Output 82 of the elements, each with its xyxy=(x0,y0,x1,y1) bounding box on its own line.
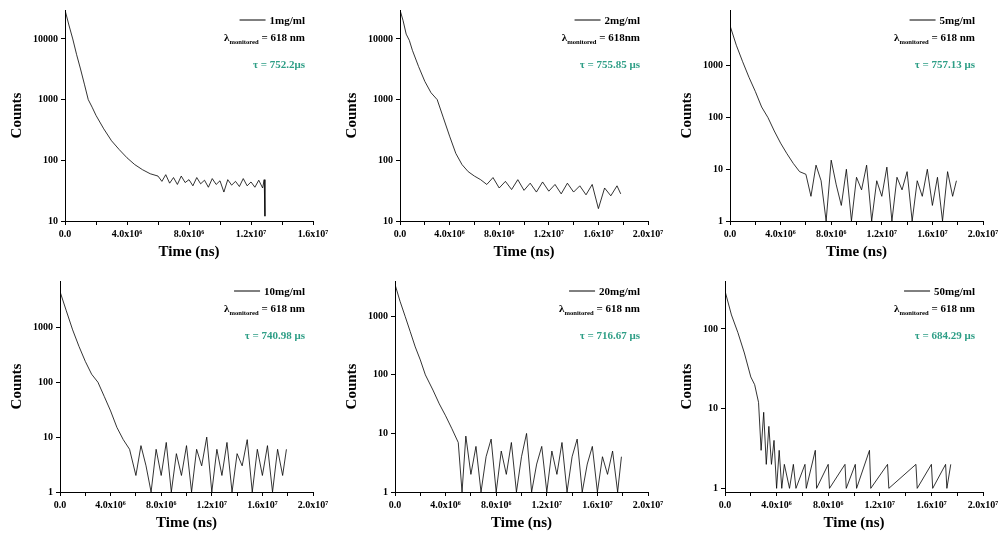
y-axis-title: Counts xyxy=(7,92,24,139)
y-tick-label: 10 xyxy=(708,402,718,414)
legend-label: 10mg/ml xyxy=(264,285,306,297)
y-tick-label: 100 xyxy=(378,153,393,165)
y-tick-label: 1000 xyxy=(38,93,58,105)
y-tick-label: 10000 xyxy=(368,32,393,44)
x-tick-label: 1.2x10⁷ xyxy=(866,227,898,239)
x-tick-label: 0.0 xyxy=(393,227,407,239)
x-tick-label: 0.0 xyxy=(723,227,737,239)
x-tick-label: 8.0x10⁶ xyxy=(483,227,515,239)
x-tick-label: 1.2x10⁷ xyxy=(531,498,563,510)
y-axis-title: Counts xyxy=(677,92,694,139)
x-tick-label: 1.2x10⁷ xyxy=(196,498,228,510)
x-tick-label: 8.0x10⁶ xyxy=(812,498,844,510)
x-axis-title: Time (ns) xyxy=(158,242,220,260)
x-tick-label: 2.0x10⁷ xyxy=(297,498,329,510)
x-tick-label: 4.0x10⁶ xyxy=(761,498,792,510)
y-tick-label: 100 xyxy=(38,375,53,387)
y-tick-label: 1000 xyxy=(33,320,53,332)
x-tick-label: 2.0x10⁷ xyxy=(967,498,999,510)
x-tick-label: 1.6x10⁷ xyxy=(247,498,278,510)
x-tick-label: 1.6x10⁷ xyxy=(583,227,614,239)
x-tick-label: 2.0x10⁷ xyxy=(632,498,664,510)
y-tick-label: 1000 xyxy=(368,309,388,321)
x-tick-label: 1.6x10⁷ xyxy=(297,227,329,239)
x-tick-label: 0.0 xyxy=(58,227,72,239)
x-tick-label: 1.6x10⁷ xyxy=(917,227,948,239)
y-tick-label: 10 xyxy=(48,214,58,226)
y-axis-title: Counts xyxy=(342,363,359,410)
y-tick-label: 1000 xyxy=(703,59,723,71)
x-tick-label: 4.0x10⁶ xyxy=(111,227,143,239)
x-tick-label: 1.2x10⁷ xyxy=(533,227,565,239)
annotation: τ = 752.2μs xyxy=(252,58,306,70)
annotation: τ = 755.85 μs xyxy=(579,58,641,70)
y-tick-label: 1000 xyxy=(373,93,393,105)
annotation: τ = 716.67 μs xyxy=(579,329,641,341)
x-tick-label: 1.6x10⁷ xyxy=(582,498,613,510)
y-tick-label: 10000 xyxy=(33,32,58,44)
x-axis-title: Time (ns) xyxy=(826,242,887,260)
legend-label: 1mg/ml xyxy=(269,14,306,26)
legend-label: 20mg/ml xyxy=(599,285,641,297)
x-tick-label: 8.0x10⁶ xyxy=(173,227,205,239)
x-tick-label: 4.0x10⁶ xyxy=(95,498,126,510)
x-tick-label: 1.2x10⁷ xyxy=(864,498,896,510)
y-tick-label: 1 xyxy=(48,485,53,497)
x-axis-title: Time (ns) xyxy=(156,513,217,531)
y-tick-label: 1 xyxy=(718,214,723,226)
x-tick-label: 1.6x10⁷ xyxy=(916,498,947,510)
y-tick-label: 10 xyxy=(378,427,388,438)
x-tick-label: 0.0 xyxy=(718,498,732,510)
annotation: τ = 740.98 μs xyxy=(244,329,306,341)
legend-label: 50mg/ml xyxy=(934,285,976,297)
x-tick-label: 8.0x10⁶ xyxy=(815,227,847,239)
y-tick-label: 1 xyxy=(383,485,388,497)
y-axis-title: Counts xyxy=(342,92,359,139)
x-axis-title: Time (ns) xyxy=(823,513,885,531)
x-tick-label: 2.0x10⁷ xyxy=(967,227,999,239)
y-tick-label: 100 xyxy=(43,153,58,165)
x-tick-label: 8.0x10⁶ xyxy=(145,498,177,510)
y-axis-title: Counts xyxy=(7,363,24,410)
x-tick-label: 8.0x10⁶ xyxy=(480,498,512,510)
x-tick-label: 4.0x10⁶ xyxy=(430,498,461,510)
y-tick-label: 1 xyxy=(713,481,718,493)
x-axis-title: Time (ns) xyxy=(493,242,555,260)
x-tick-label: 1.2x10⁷ xyxy=(235,227,267,239)
y-tick-label: 100 xyxy=(703,322,718,334)
y-axis-title: Counts xyxy=(677,363,694,410)
x-axis-title: Time (ns) xyxy=(491,513,552,531)
x-tick-label: 4.0x10⁶ xyxy=(765,227,796,239)
y-tick-label: 100 xyxy=(373,368,388,380)
y-tick-label: 100 xyxy=(708,111,723,123)
y-tick-label: 10 xyxy=(383,214,393,226)
legend-label: 2mg/ml xyxy=(604,14,641,26)
x-tick-label: 2.0x10⁷ xyxy=(632,227,664,239)
legend-label: 5mg/ml xyxy=(939,14,976,26)
x-tick-label: 0.0 xyxy=(388,498,402,510)
annotation: τ = 684.29 μs xyxy=(914,329,976,341)
y-tick-label: 10 xyxy=(43,430,53,442)
x-tick-label: 4.0x10⁶ xyxy=(434,227,465,239)
annotation: τ = 757.13 μs xyxy=(914,58,976,70)
y-tick-label: 10 xyxy=(713,162,723,174)
x-tick-label: 0.0 xyxy=(53,498,67,510)
